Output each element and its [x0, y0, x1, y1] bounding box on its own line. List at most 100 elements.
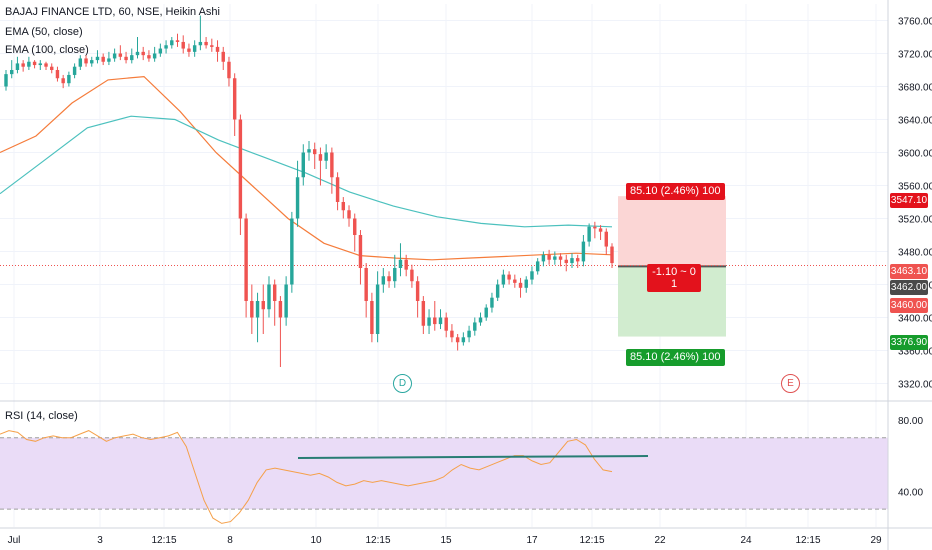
candle-body [353, 218, 357, 235]
earnings-event-marker[interactable]: E [781, 374, 800, 393]
candle-body [370, 301, 374, 334]
candle-body [581, 241, 586, 262]
candle-body [61, 78, 65, 84]
candle-body [164, 45, 168, 49]
candle-body [415, 281, 420, 301]
time-axis-label: 8 [227, 535, 233, 546]
time-axis-label: 29 [870, 535, 882, 546]
candle-body [324, 152, 328, 161]
time-axis-label: 12:15 [579, 535, 604, 546]
candle-body [358, 235, 363, 268]
candle-body [421, 301, 426, 326]
candle-body [101, 56, 105, 62]
candle-body [318, 154, 323, 161]
candle-body [535, 261, 540, 272]
candle-body [84, 58, 88, 64]
candle-body [341, 202, 346, 211]
candle-body [78, 58, 83, 67]
price-axis-label: 3760.00 [898, 17, 932, 28]
time-axis-label: Jul [8, 535, 21, 546]
long-position-tool [0, 196, 888, 337]
candle-body [204, 41, 208, 46]
price-axis-label: 3560.00 [898, 182, 932, 193]
candle-body [461, 337, 466, 343]
candle-body [187, 48, 191, 52]
position-risk-zone [618, 196, 726, 267]
candle-body [181, 41, 185, 49]
candle-body [175, 40, 180, 42]
ema-lines [0, 75, 613, 261]
candle-body [15, 63, 20, 70]
candle-body [364, 268, 368, 301]
candle-body [290, 218, 294, 285]
price-tag-last: 3463.10 [890, 264, 928, 279]
price-tag-target: 3547.10 [890, 193, 928, 208]
price-axis-label: 3520.00 [898, 215, 932, 226]
candle-body [130, 55, 134, 61]
candle-body [570, 258, 574, 264]
candle-body [301, 152, 305, 178]
candle-body [232, 78, 237, 120]
candle-body [152, 53, 157, 59]
ema50-legend[interactable]: EMA (50, close) [5, 26, 83, 38]
stop-label[interactable]: 85.10 (2.46%) 100 [626, 349, 725, 366]
candle-body [284, 284, 288, 318]
candle-body [433, 317, 437, 325]
candle-body [490, 297, 494, 308]
rsi-axis-label: 40.00 [898, 487, 923, 498]
rsi-series [0, 430, 649, 524]
candle-body [267, 284, 271, 310]
candle-body [530, 271, 534, 280]
candle-body [55, 70, 60, 79]
position-center-label[interactable]: -1.10 ~ 0 1 [647, 264, 701, 292]
candle-body [467, 330, 471, 338]
candle-body [501, 274, 506, 285]
candle-body [398, 259, 403, 268]
candle-body [478, 317, 483, 323]
candle-body [27, 61, 31, 67]
ema100-legend[interactable]: EMA (100, close) [5, 44, 89, 56]
candle-body [598, 228, 603, 232]
time-axis-label: 12:15 [365, 535, 390, 546]
price-axis-label: 3640.00 [898, 116, 932, 127]
ema100-line [0, 115, 613, 228]
candle-body [381, 276, 386, 285]
candle-body [170, 40, 174, 46]
candle-body [90, 60, 94, 64]
dividend-event-marker[interactable]: D [393, 374, 412, 393]
candle-body [427, 317, 431, 326]
candle-body [141, 51, 145, 56]
rsi-band [0, 437, 888, 510]
price-axis-label: 3480.00 [898, 248, 932, 259]
price-axis-label: 3360.00 [898, 347, 932, 358]
candle-body [473, 322, 477, 331]
candle-body [387, 276, 391, 282]
price-tag-stop: 3376.90 [890, 335, 928, 350]
target-label[interactable]: 85.10 (2.46%) 100 [626, 183, 725, 200]
candle-body [455, 337, 460, 343]
candle-body [255, 301, 260, 318]
candle-body [250, 301, 254, 318]
candle-body [484, 307, 488, 318]
rsi-legend[interactable]: RSI (14, close) [5, 410, 78, 422]
position-center-label-line1: -1.10 ~ 0 [652, 266, 696, 278]
candle-body [307, 149, 311, 153]
candle-body [513, 279, 517, 283]
candle-body [495, 284, 500, 298]
rsi-band-fill [0, 437, 888, 510]
candle-body [278, 301, 283, 318]
symbol-title[interactable]: BAJAJ FINANCE LTD, 60, NSE, Heikin Ashi [5, 6, 220, 18]
candle-body [135, 51, 140, 56]
candle-body [215, 46, 220, 52]
candle-body [32, 61, 37, 66]
candle-body [38, 63, 43, 66]
candle-body [112, 53, 117, 59]
candle-body [44, 63, 48, 67]
candle-body [330, 152, 334, 178]
candle-body [593, 226, 597, 229]
candle-body [147, 55, 151, 59]
time-axis-label: 22 [654, 535, 666, 546]
candle-body [564, 259, 568, 264]
candle-body [347, 210, 351, 219]
